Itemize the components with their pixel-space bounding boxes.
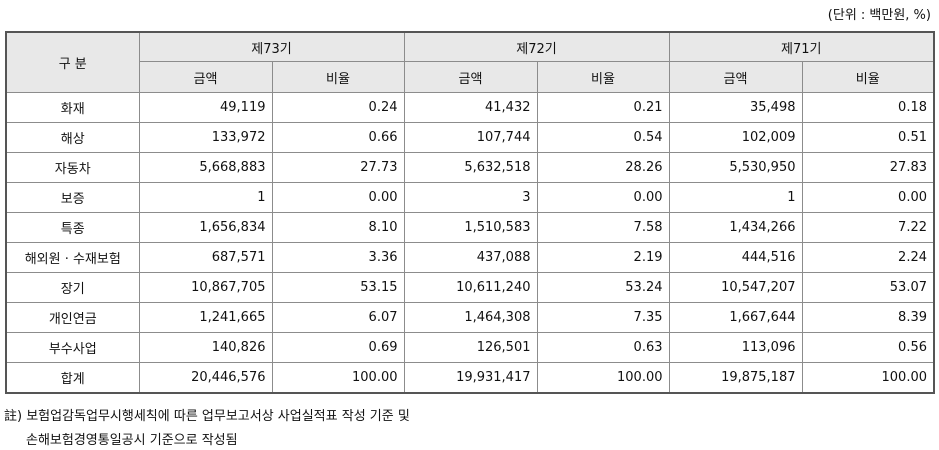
amount-cell: 687,571: [138, 242, 273, 273]
amount-cell: 437,088: [403, 242, 538, 273]
amount-cell: 5,530,950: [668, 152, 803, 183]
amount-cell: 19,875,187: [668, 362, 803, 394]
ratio-cell: 0.18: [801, 92, 935, 123]
ratio-cell: 53.24: [536, 272, 670, 303]
ratio-cell: 7.58: [536, 212, 670, 243]
amount-cell: 10,867,705: [138, 272, 273, 303]
table-row: 부수사업 140,826 0.69 126,501 0.63 113,096 0.56: [5, 332, 935, 363]
header-ratio: 비율: [271, 61, 405, 93]
header-period: 제72기: [403, 31, 670, 62]
table-row: 해상 133,972 0.66 107,744 0.54 102,009 0.51: [5, 122, 935, 153]
row-category: 보증: [5, 182, 140, 213]
table-row: 화재 49,119 0.24 41,432 0.21 35,498 0.18: [5, 92, 935, 123]
ratio-cell: 7.22: [801, 212, 935, 243]
amount-cell: 20,446,576: [138, 362, 273, 394]
amount-cell: 102,009: [668, 122, 803, 153]
ratio-cell: 27.73: [271, 152, 405, 183]
amount-cell: 1: [138, 182, 273, 213]
amount-cell: 10,611,240: [403, 272, 538, 303]
ratio-cell: 53.07: [801, 272, 935, 303]
row-category: 자동차: [5, 152, 140, 183]
amount-cell: 5,668,883: [138, 152, 273, 183]
amount-cell: 133,972: [138, 122, 273, 153]
ratio-cell: 0.54: [536, 122, 670, 153]
table-row: 해외원 · 수재보험 687,571 3.36 437,088 2.19 444,516 2…: [5, 242, 935, 273]
ratio-cell: 0.63: [536, 332, 670, 363]
ratio-cell: 0.00: [271, 182, 405, 213]
amount-cell: 1,434,266: [668, 212, 803, 243]
amount-cell: 1,656,834: [138, 212, 273, 243]
ratio-cell: 0.00: [801, 182, 935, 213]
ratio-cell: 27.83: [801, 152, 935, 183]
table-row: 자동차 5,668,883 27.73 5,632,518 28.26 5,530,950…: [5, 152, 935, 183]
ratio-cell: 8.39: [801, 302, 935, 333]
row-category: 장기: [5, 272, 140, 303]
amount-cell: 1,464,308: [403, 302, 538, 333]
ratio-cell: 0.00: [536, 182, 670, 213]
header-amount: 금액: [403, 61, 538, 93]
ratio-cell: 0.51: [801, 122, 935, 153]
row-category: 해상: [5, 122, 140, 153]
premium-table: 구 분 제73기 제72기 제71기 금액 비율 금액 비율 금액 비율 화재 4…: [5, 31, 935, 394]
unit-label: (단위 : 백만원, %): [827, 8, 931, 23]
header-period: 제73기: [138, 31, 405, 62]
footnote-line: 손해보험경영통일공시 기준으로 작성됨: [26, 433, 238, 448]
header-amount: 금액: [138, 61, 273, 93]
ratio-cell: 2.24: [801, 242, 935, 273]
header-ratio: 비율: [801, 61, 935, 93]
amount-cell: 1: [668, 182, 803, 213]
amount-cell: 126,501: [403, 332, 538, 363]
header-category: 구 분: [5, 31, 140, 93]
ratio-cell: 0.66: [271, 122, 405, 153]
amount-cell: 35,498: [668, 92, 803, 123]
amount-cell: 1,241,665: [138, 302, 273, 333]
row-category: 특종: [5, 212, 140, 243]
amount-cell: 41,432: [403, 92, 538, 123]
ratio-cell: 53.15: [271, 272, 405, 303]
ratio-cell: 3.36: [271, 242, 405, 273]
amount-cell: 19,931,417: [403, 362, 538, 394]
table-row: 합계 20,446,576 100.00 19,931,417 100.00 19,875…: [5, 362, 935, 394]
ratio-cell: 100.00: [536, 362, 670, 394]
header-amount: 금액: [668, 61, 803, 93]
table-row: 특종 1,656,834 8.10 1,510,583 7.58 1,434,266 7.2…: [5, 212, 935, 243]
table-row: 개인연금 1,241,665 6.07 1,464,308 7.35 1,667,644 8…: [5, 302, 935, 333]
header-period: 제71기: [668, 31, 935, 62]
amount-cell: 444,516: [668, 242, 803, 273]
amount-cell: 1,667,644: [668, 302, 803, 333]
amount-cell: 5,632,518: [403, 152, 538, 183]
amount-cell: 113,096: [668, 332, 803, 363]
ratio-cell: 100.00: [801, 362, 935, 394]
amount-cell: 49,119: [138, 92, 273, 123]
row-category: 부수사업: [5, 332, 140, 363]
ratio-cell: 28.26: [536, 152, 670, 183]
header-ratio: 비율: [536, 61, 670, 93]
table-row: 보증 1 0.00 3 0.00 1 0.00: [5, 182, 935, 213]
amount-cell: 1,510,583: [403, 212, 538, 243]
row-category: 화재: [5, 92, 140, 123]
ratio-cell: 100.00: [271, 362, 405, 394]
amount-cell: 3: [403, 182, 538, 213]
ratio-cell: 0.69: [271, 332, 405, 363]
ratio-cell: 6.07: [271, 302, 405, 333]
footnote-line: 註) 보험업감독업무시행세칙에 따른 업무보고서상 사업실적표 작성 기준 및: [4, 409, 410, 424]
ratio-cell: 8.10: [271, 212, 405, 243]
ratio-cell: 0.56: [801, 332, 935, 363]
row-category: 합계: [5, 362, 140, 394]
row-category: 해외원 · 수재보험: [5, 242, 140, 273]
ratio-cell: 0.21: [536, 92, 670, 123]
ratio-cell: 2.19: [536, 242, 670, 273]
table-row: 장기 10,867,705 53.15 10,611,240 53.24 10,547,2…: [5, 272, 935, 303]
amount-cell: 10,547,207: [668, 272, 803, 303]
row-category: 개인연금: [5, 302, 140, 333]
amount-cell: 107,744: [403, 122, 538, 153]
amount-cell: 140,826: [138, 332, 273, 363]
ratio-cell: 7.35: [536, 302, 670, 333]
ratio-cell: 0.24: [271, 92, 405, 123]
